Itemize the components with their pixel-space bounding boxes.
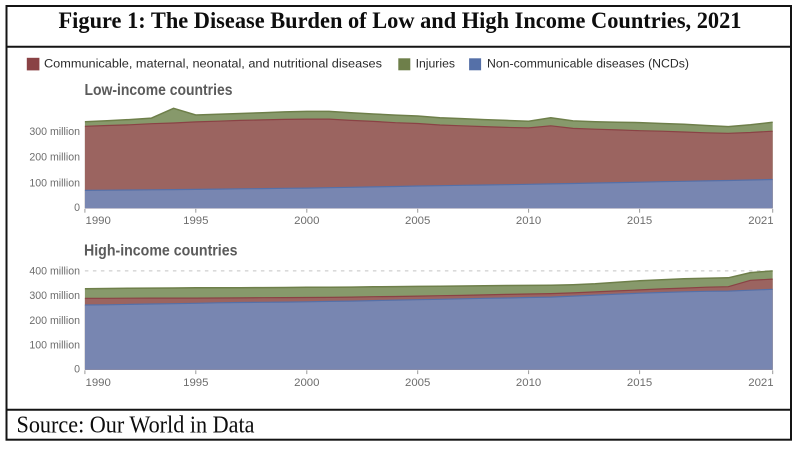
svg-text:0: 0 (74, 202, 80, 214)
svg-text:0: 0 (74, 363, 80, 375)
svg-text:400 million: 400 million (29, 266, 80, 278)
svg-text:2015: 2015 (627, 377, 652, 389)
svg-text:300 million: 300 million (29, 290, 80, 302)
svg-text:Injuries: Injuries (416, 57, 455, 71)
svg-text:2000: 2000 (294, 215, 319, 227)
svg-text:300 million: 300 million (29, 126, 80, 138)
svg-text:100 million: 100 million (29, 340, 80, 352)
svg-text:2005: 2005 (405, 377, 430, 389)
svg-text:2015: 2015 (627, 215, 652, 227)
svg-text:Source: Our World in Data: Source: Our World in Data (17, 412, 255, 439)
svg-text:200 million: 200 million (29, 315, 80, 327)
svg-text:2010: 2010 (516, 215, 541, 227)
svg-text:1995: 1995 (183, 377, 208, 389)
svg-text:2010: 2010 (516, 377, 541, 389)
svg-text:2000: 2000 (294, 377, 319, 389)
svg-text:2021: 2021 (748, 377, 773, 389)
svg-text:1990: 1990 (86, 215, 111, 227)
svg-text:2021: 2021 (748, 215, 773, 227)
svg-text:1995: 1995 (183, 215, 208, 227)
svg-text:Non-communicable diseases (NCD: Non-communicable diseases (NCDs) (487, 57, 689, 71)
svg-text:1990: 1990 (86, 377, 111, 389)
svg-text:200 million: 200 million (29, 152, 80, 164)
svg-text:2005: 2005 (405, 215, 430, 227)
svg-text:100 million: 100 million (29, 177, 80, 189)
svg-text:Figure 1: The Disease Burden o: Figure 1: The Disease Burden of Low and … (59, 8, 742, 33)
svg-text:Communicable, maternal, neonat: Communicable, maternal, neonatal, and nu… (44, 57, 382, 71)
svg-text:High-income countries: High-income countries (84, 243, 238, 260)
svg-text:Low-income countries: Low-income countries (85, 82, 233, 99)
